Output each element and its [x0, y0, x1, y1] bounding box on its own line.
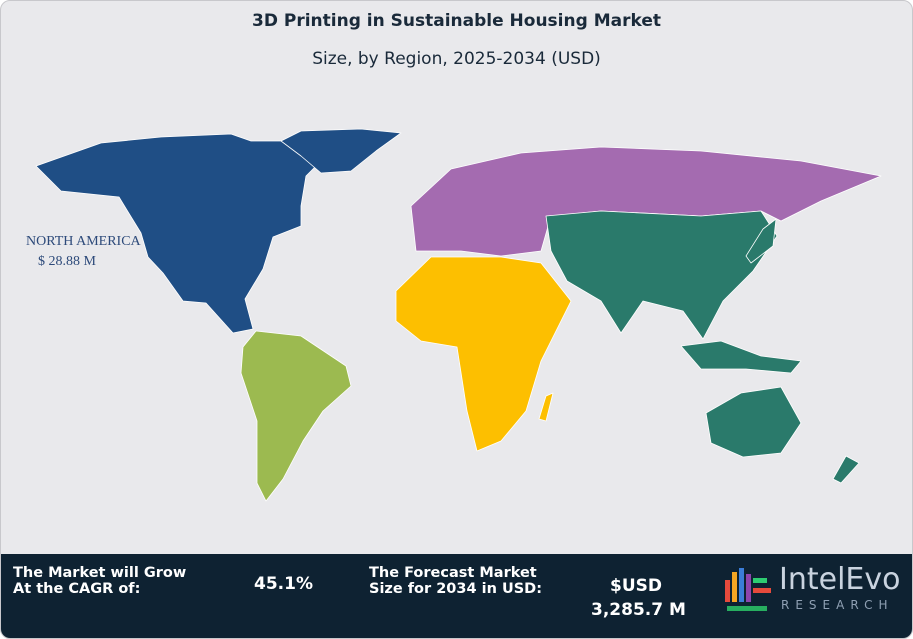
region-value: $ 28.88 M [38, 254, 97, 269]
south-america [240, 330, 352, 502]
africa [395, 256, 572, 452]
cagr-label-line: The Market will Grow [13, 565, 187, 581]
title: 3D Printing in Sustainable Housing Marke… [252, 11, 661, 31]
australia [705, 386, 802, 458]
logo-tagline: RESEARCH [781, 598, 894, 612]
forecast-value: 3,285.7 M [591, 600, 686, 620]
greenland [280, 128, 402, 174]
world-map: NORTH AMERICA $ 28.88 M [26, 128, 882, 502]
logo-name: IntelEvo [779, 562, 901, 597]
north-america [35, 133, 332, 334]
new-zealand [832, 455, 860, 484]
footer: The Market will Grow At the CAGR of: 45.… [1, 554, 912, 638]
forecast-label: The Forecast Market Size for 2034 in USD… [369, 565, 542, 597]
region-label: NORTH AMERICA [26, 234, 142, 249]
europe-russia [410, 146, 882, 257]
forecast-label-line: Size for 2034 in USD: [369, 581, 543, 597]
forecast-label-line: The Forecast Market [369, 565, 537, 581]
cagr-label-line: At the CAGR of: [13, 581, 141, 597]
cagr-value: 45.1% [254, 574, 313, 594]
asia [545, 210, 778, 340]
southeast-asia-islands [680, 340, 802, 374]
japan [745, 218, 777, 264]
madagascar [538, 392, 554, 422]
subtitle: Size, by Region, 2025-2034 (USD) [312, 49, 601, 69]
cagr-label: The Market will Grow At the CAGR of: [13, 565, 186, 597]
logo-icon [725, 568, 771, 611]
forecast-currency: $USD [610, 576, 662, 596]
